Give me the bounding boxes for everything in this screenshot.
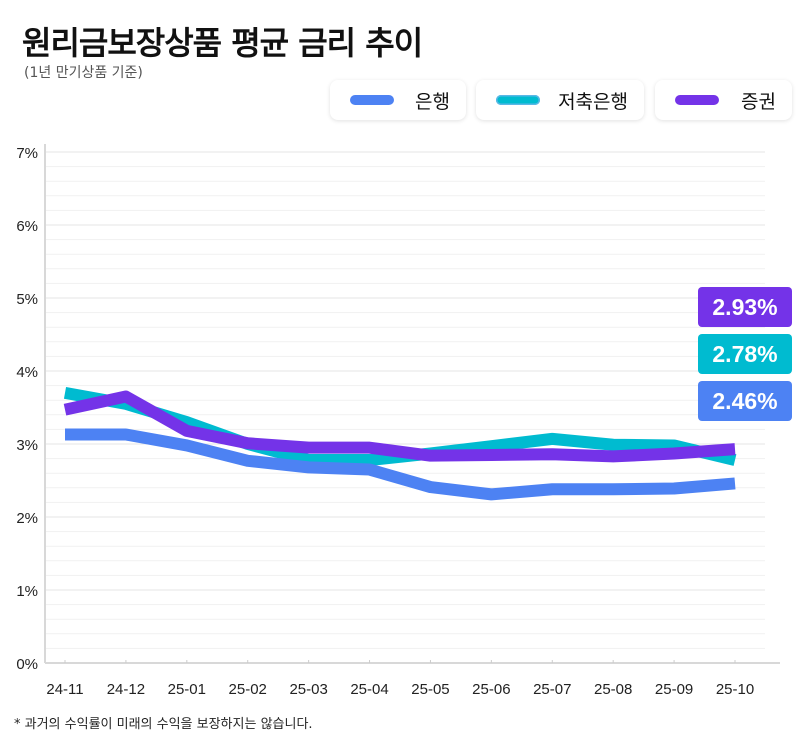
x-tick-label: 25-05 [411,681,449,698]
y-tick-label: 2% [16,510,38,527]
legend-swatch-securities [675,95,719,105]
x-tick-label: 25-02 [229,681,267,698]
value-badge-savings-bank: 2.78% [698,334,792,374]
value-badge-bank: 2.46% [698,381,792,421]
chart-subtitle: (1년 만기상품 기준) [24,65,143,81]
x-tick-label: 25-10 [716,681,754,698]
y-tick-label: 1% [16,583,38,600]
x-tick-label: 25-03 [289,681,327,698]
value-badge-securities: 2.93% [698,287,792,327]
disclaimer-footnote: * 과거의 수익률이 미래의 수익을 보장하지는 않습니다. [14,717,313,732]
y-axis-ticks: 0% 1% 2% 3% 4% 5% 6% 7% [16,145,38,673]
y-tick-label: 5% [16,291,38,308]
x-tick-label: 25-01 [168,681,206,698]
x-tick-label: 24-11 [46,681,83,698]
legend-item-securities[interactable]: 증권 [655,80,792,120]
x-tick-label: 25-07 [533,681,571,698]
x-tick-label: 25-09 [655,681,693,698]
y-tick-label: 7% [16,145,38,162]
legend-item-savings-bank[interactable]: 저축은행 [476,80,644,120]
legend-label-securities: 증권 [741,90,776,113]
y-tick-label: 0% [16,656,38,673]
grid-lines [45,151,765,664]
series-lines [63,386,737,501]
x-tick-label: 24-12 [107,681,145,698]
y-tick-label: 3% [16,437,38,454]
x-axis-ticks: 24-11 24-12 25-01 25-02 25-03 25-04 25-05 25-06… [46,660,754,698]
y-tick-label: 4% [16,364,38,381]
value-badge-securities-text: 2.93% [712,293,778,320]
legend-item-bank[interactable]: 은행 [330,80,466,120]
legend-swatch-savings-bank [496,95,540,105]
legend-swatch-bank [350,95,394,105]
axes [44,144,780,664]
y-tick-label: 6% [16,218,38,235]
x-tick-label: 25-04 [350,681,388,698]
x-tick-label: 25-08 [594,681,632,698]
x-tick-label: 25-06 [472,681,510,698]
chart-title: 원리금보장상품 평균 금리 추이 [22,24,423,62]
legend-label-bank: 은행 [415,90,450,113]
value-badge-savings-bank-text: 2.78% [712,340,778,367]
series-line-bank [65,428,736,501]
legend-label-savings-bank: 저축은행 [558,90,628,113]
value-badge-bank-text: 2.46% [712,387,778,414]
series-line-securities [63,390,736,463]
